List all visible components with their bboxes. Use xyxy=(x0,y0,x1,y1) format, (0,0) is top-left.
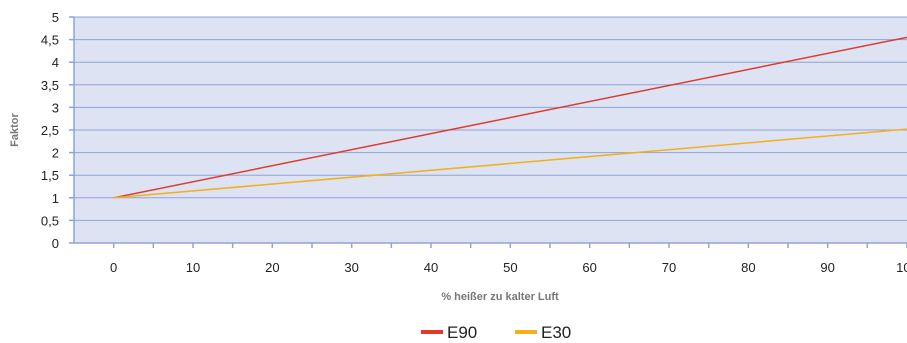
x-tick-label: 20 xyxy=(265,260,279,275)
series-line-e90 xyxy=(113,36,907,199)
y-tick-label: 1,5 xyxy=(41,168,59,183)
x-tick-label: 70 xyxy=(662,260,676,275)
x-tick-label: 80 xyxy=(741,260,755,275)
x-tick-label: 100 xyxy=(896,260,907,275)
x-tick-label: 60 xyxy=(582,260,596,275)
y-axis-title: Faktor xyxy=(9,112,21,146)
grid-lines xyxy=(74,16,907,221)
y-tick-label: 0 xyxy=(52,236,59,251)
axes xyxy=(69,16,907,248)
y-tick-label: 4 xyxy=(52,55,59,70)
x-tick-label: 0 xyxy=(110,260,117,275)
y-tick-label: 3 xyxy=(52,100,59,115)
x-axis-title: % heißer zu kalter Luft xyxy=(441,291,559,303)
y-tick-label: 0,5 xyxy=(41,213,59,228)
x-tick-label: 10 xyxy=(186,260,200,275)
x-tick-label: 90 xyxy=(820,260,834,275)
y-tick-label: 2 xyxy=(52,146,59,161)
tick-labels: 00,511,522,533,544,550 10 20 30 40 50 60 70 80 90… xyxy=(41,10,907,275)
legend-label-e90: E90 xyxy=(447,323,477,342)
y-tick-label: 1 xyxy=(52,191,59,206)
y-tick-label: 2,5 xyxy=(41,123,59,138)
x-tick-label: 50 xyxy=(503,260,517,275)
y-tick-label: 5 xyxy=(52,10,59,25)
y-tick-label: 4,5 xyxy=(41,33,59,48)
series-line-e30 xyxy=(113,128,907,199)
x-tick-label: 30 xyxy=(344,260,358,275)
legend: E90 E30 xyxy=(421,323,571,342)
y-tick-label: 3,5 xyxy=(41,78,59,93)
legend-label-e30: E30 xyxy=(541,323,571,342)
x-tick-label: 40 xyxy=(424,260,438,275)
series-layer xyxy=(113,36,907,199)
